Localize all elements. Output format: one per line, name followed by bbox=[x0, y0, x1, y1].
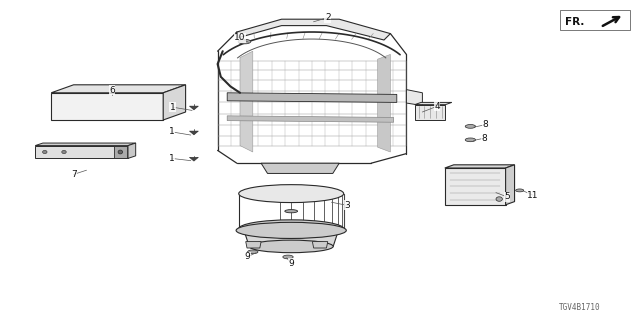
Polygon shape bbox=[244, 230, 339, 246]
Ellipse shape bbox=[283, 255, 293, 259]
Ellipse shape bbox=[248, 250, 258, 254]
Polygon shape bbox=[261, 163, 339, 173]
Polygon shape bbox=[35, 146, 128, 158]
Polygon shape bbox=[415, 102, 452, 105]
Ellipse shape bbox=[465, 124, 476, 128]
Text: 11: 11 bbox=[527, 191, 539, 200]
Polygon shape bbox=[237, 19, 390, 40]
Polygon shape bbox=[415, 105, 445, 120]
Ellipse shape bbox=[42, 150, 47, 154]
Ellipse shape bbox=[465, 138, 476, 142]
Polygon shape bbox=[51, 85, 186, 93]
Text: 6: 6 bbox=[109, 86, 115, 95]
Polygon shape bbox=[35, 143, 136, 146]
Polygon shape bbox=[114, 146, 127, 158]
Text: 5: 5 bbox=[504, 192, 509, 201]
Text: TGV4B1710: TGV4B1710 bbox=[558, 303, 600, 312]
Ellipse shape bbox=[61, 150, 67, 154]
Text: 7: 7 bbox=[71, 170, 76, 179]
Text: 2: 2 bbox=[325, 13, 330, 22]
Polygon shape bbox=[506, 165, 515, 205]
Ellipse shape bbox=[496, 197, 502, 201]
Ellipse shape bbox=[249, 240, 333, 253]
Polygon shape bbox=[406, 90, 422, 106]
Text: 9: 9 bbox=[245, 252, 250, 261]
Text: 4: 4 bbox=[435, 102, 440, 111]
Polygon shape bbox=[227, 116, 394, 122]
Text: 1: 1 bbox=[169, 127, 174, 136]
Ellipse shape bbox=[239, 185, 344, 203]
Polygon shape bbox=[445, 165, 515, 168]
Polygon shape bbox=[246, 242, 261, 248]
Text: 8: 8 bbox=[483, 120, 488, 129]
Text: 3: 3 bbox=[345, 201, 350, 210]
Text: 1: 1 bbox=[169, 154, 174, 163]
Polygon shape bbox=[189, 131, 198, 135]
Polygon shape bbox=[445, 168, 506, 205]
Polygon shape bbox=[312, 242, 328, 248]
Polygon shape bbox=[240, 51, 253, 152]
Polygon shape bbox=[378, 54, 390, 152]
Ellipse shape bbox=[236, 222, 346, 238]
Text: FR.: FR. bbox=[565, 17, 584, 28]
Polygon shape bbox=[227, 93, 397, 102]
Ellipse shape bbox=[285, 210, 298, 213]
Ellipse shape bbox=[516, 189, 524, 192]
Polygon shape bbox=[128, 143, 136, 158]
Polygon shape bbox=[163, 85, 186, 120]
Ellipse shape bbox=[238, 39, 251, 44]
Polygon shape bbox=[189, 157, 198, 161]
Polygon shape bbox=[51, 93, 163, 120]
Text: 1: 1 bbox=[170, 103, 175, 112]
Text: 8: 8 bbox=[481, 134, 486, 143]
Polygon shape bbox=[189, 106, 198, 110]
Text: 9: 9 bbox=[289, 259, 294, 268]
Ellipse shape bbox=[118, 150, 123, 154]
Text: 10: 10 bbox=[234, 33, 246, 42]
Ellipse shape bbox=[239, 220, 344, 238]
